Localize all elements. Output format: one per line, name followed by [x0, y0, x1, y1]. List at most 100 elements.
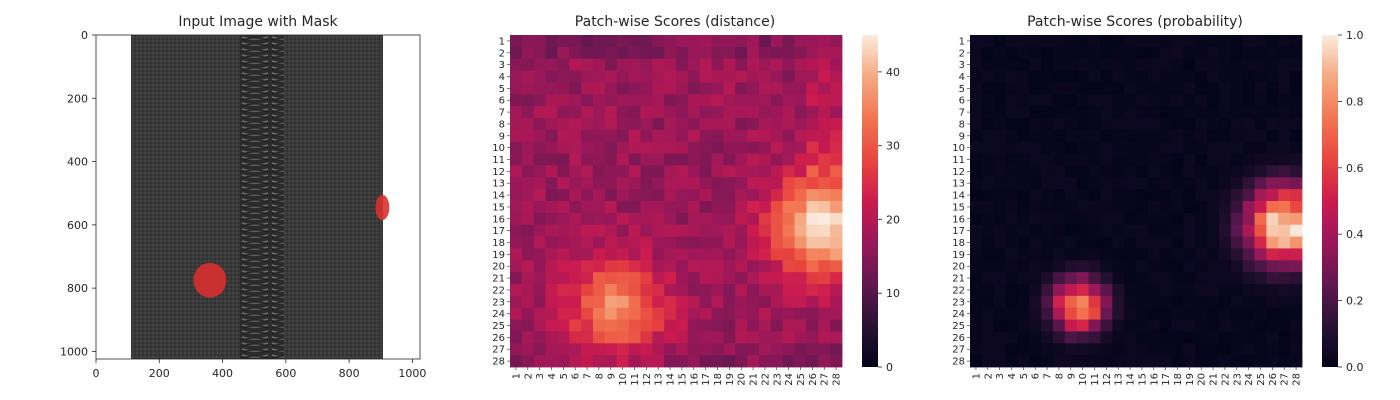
heatmap-cell [782, 331, 795, 344]
heatmap-cell [993, 295, 1006, 309]
heatmap-cell [806, 141, 819, 154]
heatmap-cell [628, 260, 641, 273]
heatmap-cell [1254, 295, 1267, 309]
col-label: 2 [983, 373, 994, 379]
heatmap-cell [770, 153, 784, 166]
heatmap-cell [818, 177, 831, 190]
heatmap-cell [1254, 272, 1267, 285]
heatmap-cell [1171, 272, 1184, 285]
heatmap-cell [970, 331, 983, 344]
heatmap-cell [1124, 272, 1137, 285]
row-label: 19 [952, 250, 965, 261]
heatmap-cell [687, 177, 701, 190]
heatmap-cell [830, 212, 843, 226]
heatmap-cell [1100, 46, 1113, 60]
heatmap-cell [1029, 284, 1042, 297]
row-label: 5 [499, 84, 505, 95]
heatmap-cell [818, 106, 831, 119]
heatmap-cell [604, 189, 618, 202]
heatmap-cell [1183, 141, 1196, 154]
heatmap-cell [676, 153, 689, 166]
heatmap-cell [628, 319, 641, 332]
heatmap-cell [1266, 272, 1279, 285]
heatmap-cell [993, 153, 1006, 166]
heatmap-cell [521, 118, 535, 131]
heatmap-cell [1064, 272, 1078, 285]
heatmap-cell [735, 319, 748, 332]
col-label: 23 [772, 373, 783, 386]
heatmap-cell [557, 106, 570, 119]
heatmap-cell [981, 248, 995, 261]
heatmap-cell [1278, 212, 1291, 226]
heatmap-cell [1088, 189, 1101, 202]
distance-heatmap-panel: Patch-wise Scores (distance) 12345678910… [492, 14, 900, 386]
heatmap-cell [723, 177, 736, 190]
heatmap-cell [1278, 141, 1291, 154]
heatmap-cell [1041, 319, 1054, 332]
heatmap-cell [1219, 35, 1232, 48]
heatmap-cell [1290, 141, 1303, 154]
heatmap-cell [628, 141, 641, 154]
heatmap-cell [1195, 272, 1208, 285]
col-label: 21 [1209, 373, 1220, 386]
row-label: 28 [952, 357, 965, 368]
heatmap-cell [1100, 94, 1113, 107]
heatmap-cell [640, 355, 653, 368]
heatmap-cell [1183, 35, 1196, 48]
heatmap-cell [1112, 295, 1125, 309]
heatmap-cell [1112, 260, 1125, 273]
heatmap-cell [1230, 106, 1244, 119]
heatmap-cell [759, 35, 772, 48]
heatmap-cell [687, 212, 701, 226]
heatmap-cell [723, 307, 736, 320]
heatmap-cell [1195, 35, 1208, 48]
heatmap-cell [1147, 153, 1161, 166]
heatmap-cell [1147, 343, 1161, 356]
heatmap-cell [782, 165, 795, 178]
heatmap-cell [1112, 248, 1125, 261]
heatmap-cell [993, 94, 1006, 107]
heatmap-cell [1195, 70, 1208, 83]
heatmap-cell [723, 319, 736, 332]
heatmap-cell [652, 224, 665, 237]
heatmap-cell [510, 307, 523, 320]
heatmap-cell [759, 129, 772, 143]
heatmap-cell [510, 295, 523, 309]
heatmap-cell [970, 82, 983, 95]
heatmap-cell [1017, 331, 1030, 344]
heatmap-cell [1183, 343, 1196, 356]
heatmap-cell [521, 272, 535, 285]
heatmap-cell [818, 153, 831, 166]
heatmap-cell [616, 260, 629, 273]
heatmap-cell [806, 129, 819, 143]
heatmap-cell [1207, 153, 1220, 166]
heatmap-cell [664, 236, 677, 249]
heatmap-cell [711, 201, 724, 214]
heatmap-cell [770, 248, 784, 261]
heatmap-cell [1076, 284, 1089, 297]
heatmap-cell [770, 58, 784, 71]
heatmap-cell [1290, 94, 1303, 107]
heatmap-cell [993, 248, 1006, 261]
heatmap-cell [521, 153, 535, 166]
colorbar-tick-label: 1.0 [1346, 29, 1364, 42]
col-label: 2 [523, 373, 534, 379]
row-label: 12 [492, 167, 505, 178]
heatmap-cell [981, 82, 995, 95]
heatmap-cell [1005, 129, 1018, 143]
col-label: 13 [654, 373, 665, 386]
heatmap-cell [652, 129, 665, 143]
heatmap-cell [723, 355, 736, 368]
heatmap-cell [604, 46, 618, 60]
heatmap-cell [1088, 153, 1101, 166]
heatmap-cell [1064, 129, 1078, 143]
heatmap-cell [510, 355, 523, 368]
heatmap-cell [770, 212, 784, 226]
heatmap-cell [1029, 355, 1042, 368]
heatmap-cell [604, 284, 618, 297]
heatmap-cell [510, 177, 523, 190]
heatmap-cell [1159, 46, 1172, 60]
heatmap-cell [1076, 343, 1089, 356]
row-label: 21 [492, 274, 505, 285]
heatmap-cell [604, 319, 618, 332]
